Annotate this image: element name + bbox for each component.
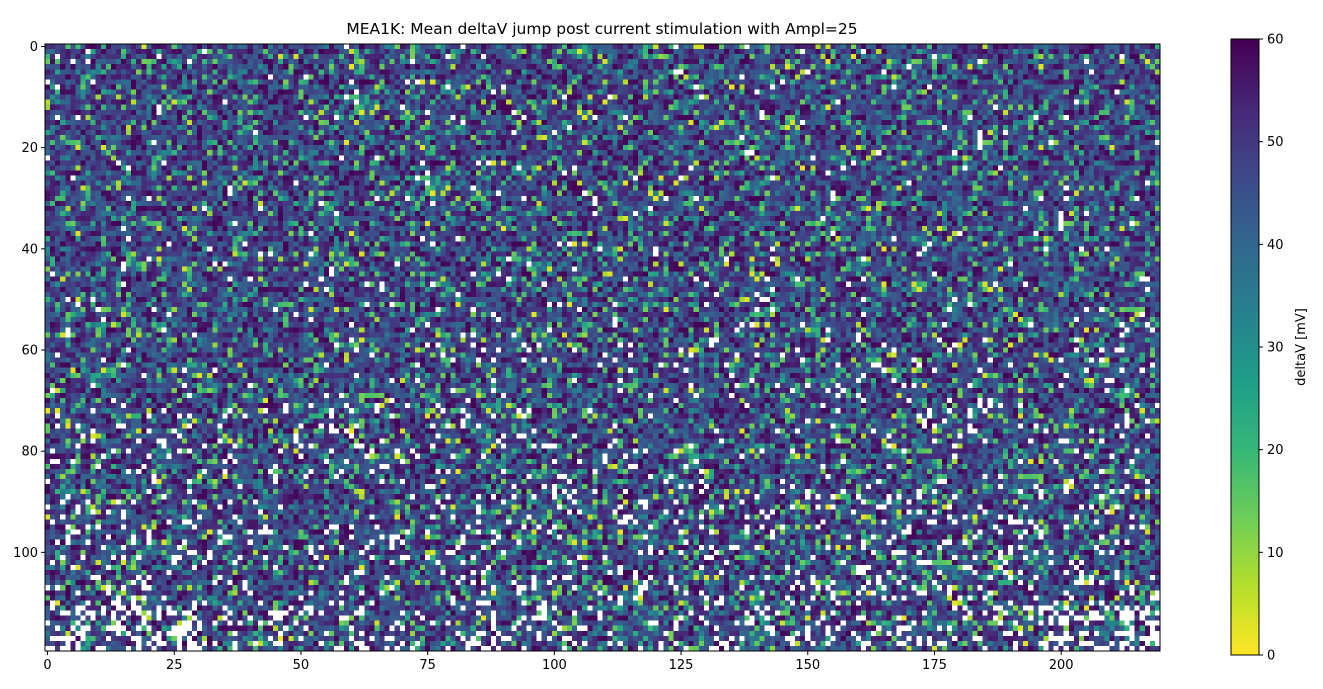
x-tick-label: 25 [166,658,183,673]
x-tick-label: 200 [1049,658,1074,673]
y-axis: 0 20 40 60 80 100 [13,40,45,561]
colorbar-tick-label: 60 [1267,33,1284,48]
y-tick-label: 0 [30,40,38,55]
y-tick-label: 80 [21,445,38,460]
x-tick-label: 75 [419,658,436,673]
colorbar-tick-label: 40 [1267,238,1284,253]
heatmap-image [45,44,1160,651]
colorbar-gradient [1231,39,1259,655]
y-tick-label: 100 [13,546,38,561]
colorbar-label: deltaV [mV] [1294,308,1309,386]
x-tick-label: 125 [669,658,694,673]
y-tick-label: 60 [21,344,38,359]
chart-title: MEA1K: Mean deltaV jump post current sti… [346,20,857,38]
y-tick-label: 40 [21,242,38,257]
colorbar-tick-label: 30 [1267,341,1284,356]
x-tick-label: 100 [542,658,567,673]
x-tick-label: 150 [795,658,820,673]
colorbar-ticks: 0 10 20 30 40 50 60 [1259,33,1284,664]
colorbar-tick-label: 10 [1267,546,1284,561]
plot-frame [44,43,1161,652]
colorbar: 0 10 20 30 40 50 60 deltaV [mV] [1230,33,1309,664]
x-axis: 0 25 50 75 100 125 150 175 200 [43,651,1074,673]
y-tick-label: 20 [21,141,38,156]
colorbar-tick-label: 50 [1267,135,1284,150]
heatmap-cells [45,44,1160,651]
x-tick-label: 50 [293,658,310,673]
x-tick-label: 175 [922,658,947,673]
colorbar-tick-label: 20 [1267,443,1284,458]
x-tick-label: 0 [43,658,51,673]
colorbar-tick-label: 0 [1267,649,1275,664]
